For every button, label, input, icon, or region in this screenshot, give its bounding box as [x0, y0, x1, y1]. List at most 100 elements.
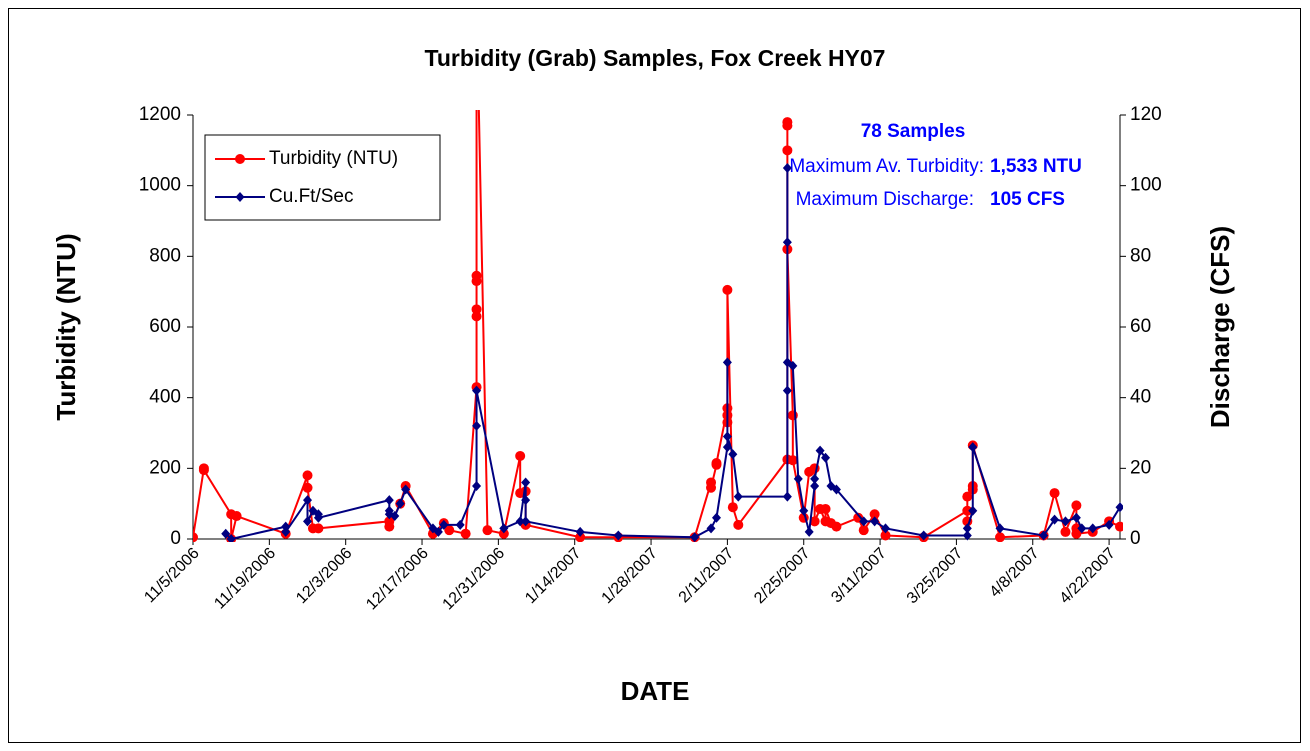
marker — [880, 530, 891, 541]
marker — [728, 449, 738, 460]
chart-border — [8, 8, 1301, 743]
marker — [498, 528, 509, 539]
marker — [193, 532, 198, 542]
y2-axis-title: Discharge (CFS) — [1205, 226, 1235, 428]
marker — [782, 145, 793, 156]
marker — [439, 519, 449, 530]
marker — [810, 473, 820, 484]
marker — [1115, 521, 1123, 532]
marker — [281, 521, 291, 532]
marker — [821, 452, 831, 463]
marker — [235, 192, 245, 202]
marker — [799, 505, 809, 516]
marker — [962, 505, 973, 516]
marker — [472, 385, 482, 396]
marker — [1060, 526, 1071, 537]
marker — [711, 512, 721, 523]
y2-tick-label: 40 — [1130, 387, 1151, 408]
marker — [221, 528, 231, 539]
marker — [995, 523, 1005, 534]
marker — [787, 455, 798, 466]
legend-box — [204, 134, 441, 221]
marker — [313, 523, 324, 534]
y-tick-label: 0 — [170, 528, 181, 549]
marker — [235, 154, 245, 164]
marker — [782, 163, 792, 173]
marker — [444, 525, 455, 536]
marker — [706, 482, 717, 493]
marker — [793, 473, 803, 484]
marker — [521, 495, 531, 506]
marker — [302, 470, 313, 481]
marker — [690, 532, 700, 542]
y-tick-label: 1200 — [139, 104, 181, 125]
marker — [198, 465, 209, 476]
marker — [962, 523, 972, 534]
marker — [303, 495, 313, 506]
legend-label: Turbidity (NTU) — [269, 148, 398, 169]
marker — [733, 491, 743, 502]
marker — [722, 442, 732, 453]
marker — [313, 512, 323, 523]
y2-tick-label: 60 — [1130, 316, 1151, 337]
marker — [733, 519, 744, 530]
marker — [472, 420, 482, 431]
marker — [395, 498, 405, 509]
marker — [820, 503, 831, 514]
marker — [782, 491, 792, 502]
y2-tick-label: 100 — [1130, 175, 1162, 196]
marker — [1071, 528, 1082, 539]
marker — [384, 521, 395, 532]
annotation: 105 CFS — [990, 189, 1065, 210]
marker — [831, 521, 842, 532]
marker — [231, 511, 242, 522]
marker — [1039, 530, 1049, 541]
y2-tick-label: 80 — [1130, 245, 1151, 266]
marker — [881, 523, 891, 534]
marker — [968, 442, 978, 453]
marker — [788, 360, 798, 371]
marker — [859, 516, 869, 527]
marker — [962, 491, 973, 502]
marker — [281, 526, 291, 537]
marker — [482, 525, 493, 536]
annotation: Maximum Discharge: — [796, 189, 974, 210]
marker — [390, 511, 400, 522]
marker — [1077, 523, 1087, 534]
marker — [302, 482, 313, 493]
marker — [384, 505, 394, 516]
marker — [471, 304, 482, 315]
y2-tick-label: 0 — [1130, 528, 1141, 549]
y-axis-title: Turbidity (NTU) — [51, 233, 81, 420]
marker — [384, 495, 394, 506]
marker — [613, 530, 623, 541]
marker — [995, 532, 1006, 542]
marker — [521, 477, 531, 488]
y-tick-label: 600 — [149, 316, 181, 337]
y-tick-label: 400 — [149, 387, 181, 408]
marker — [962, 530, 972, 541]
marker — [782, 385, 792, 396]
marker — [575, 532, 586, 542]
plot-area — [193, 110, 1123, 542]
marker — [722, 431, 732, 442]
marker — [711, 458, 722, 469]
marker — [782, 237, 792, 248]
marker — [1071, 500, 1082, 511]
marker — [869, 509, 880, 520]
marker — [303, 516, 313, 527]
annotation: Maximum Av. Turbidity: — [789, 156, 984, 177]
marker — [919, 530, 929, 541]
x-axis-title: DATE — [621, 676, 690, 706]
marker — [870, 516, 880, 527]
legend-label: Cu.Ft/Sec — [269, 186, 353, 207]
y2-tick-label: 120 — [1130, 104, 1162, 125]
marker — [471, 311, 482, 322]
marker — [472, 481, 482, 491]
marker — [804, 526, 814, 537]
marker — [433, 526, 443, 537]
annotation: 78 Samples — [861, 121, 966, 142]
marker — [1088, 523, 1098, 534]
chart-title: Turbidity (Grab) Samples, Fox Creek HY07 — [425, 45, 886, 71]
